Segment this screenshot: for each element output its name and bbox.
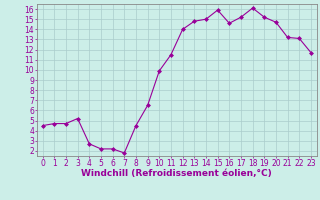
X-axis label: Windchill (Refroidissement éolien,°C): Windchill (Refroidissement éolien,°C) — [81, 169, 272, 178]
